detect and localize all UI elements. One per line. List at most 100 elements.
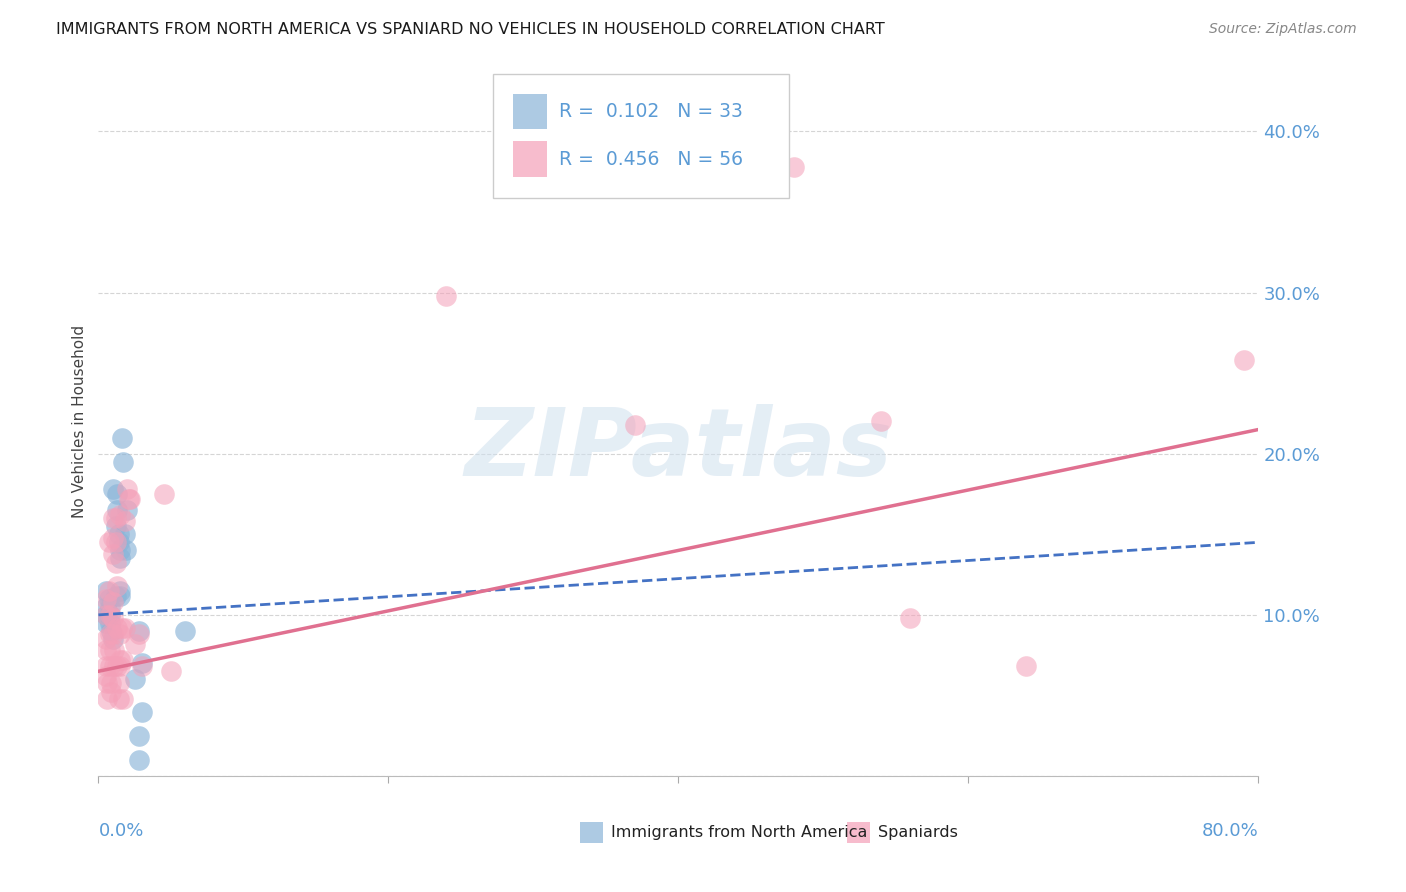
- Point: [98, 659, 121, 673]
- Point: [97, 583, 120, 598]
- Point: [783, 160, 806, 174]
- Text: ZIPatlas: ZIPatlas: [464, 404, 893, 496]
- Text: R =  0.456   N = 56: R = 0.456 N = 56: [560, 150, 742, 169]
- Point: [101, 627, 124, 641]
- Point: [98, 643, 121, 657]
- Point: [94, 643, 117, 657]
- Point: [118, 491, 141, 506]
- Point: [100, 624, 122, 638]
- Text: Immigrants from North America: Immigrants from North America: [612, 824, 868, 839]
- Point: [104, 519, 127, 533]
- Point: [96, 675, 118, 690]
- Point: [160, 665, 183, 679]
- Point: [436, 289, 458, 303]
- Point: [98, 607, 121, 622]
- Point: [101, 531, 124, 545]
- Point: [97, 535, 120, 549]
- FancyBboxPatch shape: [494, 74, 789, 198]
- Point: [101, 595, 124, 609]
- Text: R =  0.102   N = 33: R = 0.102 N = 33: [560, 102, 742, 121]
- Point: [101, 511, 124, 525]
- Point: [114, 527, 136, 541]
- Point: [108, 589, 131, 603]
- Point: [104, 557, 127, 571]
- Point: [117, 482, 139, 496]
- Point: [94, 615, 117, 630]
- Point: [94, 669, 117, 683]
- Point: [96, 691, 118, 706]
- Point: [117, 503, 139, 517]
- Point: [94, 607, 117, 622]
- Point: [105, 487, 128, 501]
- Point: [107, 691, 129, 706]
- Point: [1015, 659, 1038, 673]
- Point: [111, 431, 132, 445]
- Point: [94, 607, 117, 622]
- Point: [111, 621, 132, 635]
- Point: [131, 659, 153, 673]
- Text: 80.0%: 80.0%: [1202, 822, 1258, 840]
- Point: [98, 615, 121, 630]
- Point: [98, 599, 121, 614]
- Point: [101, 632, 124, 646]
- Point: [900, 611, 922, 625]
- Point: [107, 535, 129, 549]
- Point: [108, 653, 131, 667]
- Point: [98, 627, 121, 641]
- Point: [112, 691, 135, 706]
- Point: [108, 659, 131, 673]
- Bar: [579, 822, 603, 844]
- Point: [108, 508, 131, 522]
- Y-axis label: No Vehicles in Household: No Vehicles in Household: [72, 325, 87, 518]
- Point: [152, 487, 174, 501]
- Bar: [513, 94, 547, 129]
- Point: [101, 482, 124, 496]
- Point: [104, 589, 127, 603]
- Point: [108, 627, 131, 641]
- Text: IMMIGRANTS FROM NORTH AMERICA VS SPANIARD NO VEHICLES IN HOUSEHOLD CORRELATION C: IMMIGRANTS FROM NORTH AMERICA VS SPANIAR…: [56, 22, 884, 37]
- Point: [94, 591, 117, 606]
- Point: [1233, 353, 1256, 368]
- Point: [98, 607, 121, 622]
- Point: [174, 624, 197, 638]
- Point: [112, 653, 135, 667]
- Bar: [513, 141, 547, 177]
- Point: [114, 621, 136, 635]
- Point: [114, 515, 136, 529]
- Point: [94, 659, 117, 673]
- Point: [105, 621, 128, 635]
- Point: [108, 583, 131, 598]
- Point: [107, 675, 129, 690]
- Bar: [846, 822, 870, 844]
- Point: [128, 729, 150, 743]
- Point: [101, 547, 124, 561]
- Point: [101, 611, 124, 625]
- Point: [94, 599, 117, 614]
- Point: [131, 705, 153, 719]
- Text: Spaniards: Spaniards: [877, 824, 957, 839]
- Point: [112, 455, 135, 469]
- Point: [97, 591, 120, 606]
- Text: Source: ZipAtlas.com: Source: ZipAtlas.com: [1209, 22, 1357, 37]
- Point: [103, 643, 125, 657]
- Point: [100, 675, 122, 690]
- Point: [103, 659, 125, 673]
- Point: [105, 659, 128, 673]
- Point: [104, 511, 127, 525]
- Point: [104, 535, 127, 549]
- Point: [105, 579, 128, 593]
- Point: [128, 753, 150, 767]
- Point: [624, 417, 647, 432]
- Point: [131, 657, 153, 671]
- Point: [107, 527, 129, 541]
- Point: [115, 543, 138, 558]
- Point: [128, 627, 150, 641]
- Point: [100, 685, 122, 699]
- Point: [108, 543, 131, 558]
- Point: [120, 491, 142, 506]
- Point: [94, 632, 117, 646]
- Point: [870, 414, 893, 429]
- Point: [128, 624, 150, 638]
- Point: [108, 551, 131, 566]
- Point: [124, 637, 146, 651]
